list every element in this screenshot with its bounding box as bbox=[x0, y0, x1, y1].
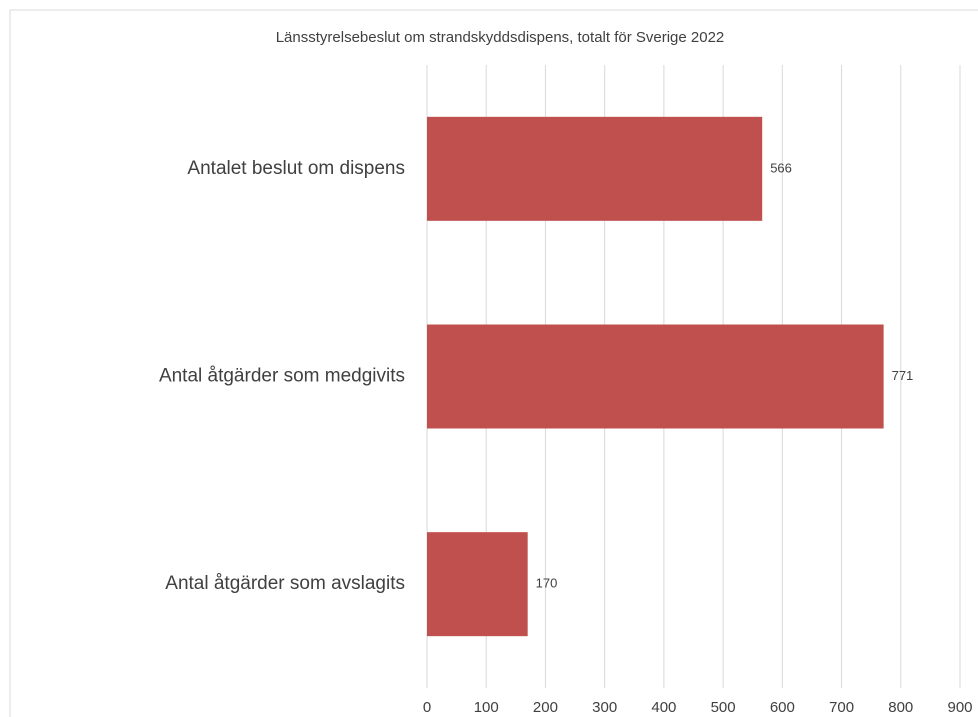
data-label: 170 bbox=[536, 576, 558, 591]
bar bbox=[427, 116, 763, 221]
bar bbox=[427, 324, 884, 429]
y-tick-label: Antalet beslut om dispens bbox=[187, 158, 405, 179]
x-tick-label: 800 bbox=[888, 699, 913, 716]
y-tick-label: Antal åtgärder som medgivits bbox=[159, 366, 405, 387]
data-label: 566 bbox=[770, 160, 792, 175]
x-tick-label: 400 bbox=[651, 699, 676, 716]
x-tick-label: 500 bbox=[711, 699, 736, 716]
x-tick-label: 300 bbox=[592, 699, 617, 716]
bar bbox=[427, 532, 528, 637]
x-tick-label: 200 bbox=[533, 699, 558, 716]
x-tick-label: 0 bbox=[423, 699, 431, 716]
x-tick-label: 700 bbox=[829, 699, 854, 716]
x-tick-label: 100 bbox=[474, 699, 499, 716]
x-tick-label: 900 bbox=[947, 699, 972, 716]
x-tick-label: 600 bbox=[770, 699, 795, 716]
y-tick-label: Antal åtgärder som avslagits bbox=[165, 573, 405, 594]
chart-title: Länsstyrelsebeslut om strandskyddsdispen… bbox=[276, 29, 725, 46]
data-label: 771 bbox=[892, 368, 914, 383]
